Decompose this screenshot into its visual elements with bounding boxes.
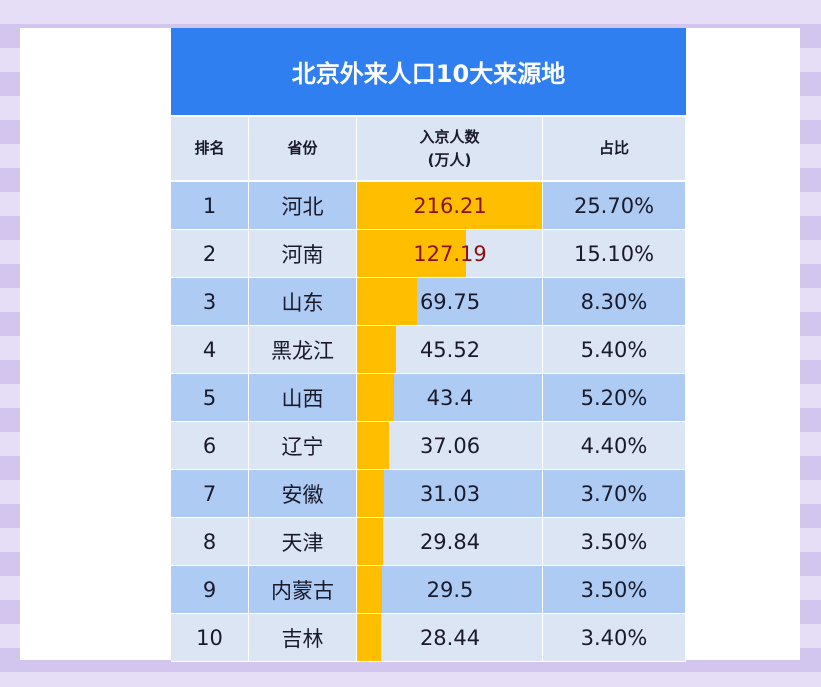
data-bar	[357, 614, 382, 661]
rank-cell: 3	[171, 278, 249, 326]
value-cell	[357, 518, 543, 566]
share-cell: 5.40%	[543, 326, 686, 374]
data-bar	[357, 278, 417, 325]
share-cell: 3.50%	[543, 566, 686, 614]
province-cell: 内蒙古	[249, 566, 357, 614]
value-label: 29.84	[419, 530, 481, 554]
province-cell: 河北	[249, 182, 357, 230]
province-cell: 河南	[249, 230, 357, 278]
share-cell: 5.20%	[543, 374, 686, 422]
share-cell: 4.40%	[543, 422, 686, 470]
data-bar	[357, 182, 542, 229]
value-label: 31.03	[419, 482, 481, 506]
share-cell: 8.30%	[543, 278, 686, 326]
data-bar	[357, 230, 466, 277]
rank-cell: 5	[171, 374, 249, 422]
data-bar	[357, 470, 384, 517]
share-cell: 15.10%	[543, 230, 686, 278]
table-title: 北京外来人口10大来源地	[171, 28, 686, 115]
share-cell: 3.70%	[543, 470, 686, 518]
rank-cell: 7	[171, 470, 249, 518]
rank-cell: 4	[171, 326, 249, 374]
value-cell	[357, 614, 543, 662]
column-header: 入京人数 (万人)	[357, 117, 543, 181]
rank-cell: 1	[171, 182, 249, 230]
value-cell	[357, 566, 543, 614]
rank-cell: 2	[171, 230, 249, 278]
value-cell	[357, 470, 543, 518]
value-label: 127.19	[413, 242, 487, 266]
data-bar	[357, 566, 383, 613]
value-label: 45.52	[419, 338, 481, 362]
province-cell: 山西	[249, 374, 357, 422]
table: 北京外来人口10大来源地 排名 省份 入京人数 (万人) 占比 1 河北 216.21 25.…	[171, 28, 686, 662]
data-bar	[357, 518, 383, 565]
province-cell: 安徽	[249, 470, 357, 518]
share-cell: 25.70%	[543, 182, 686, 230]
column-header: 省份	[249, 117, 357, 181]
province-cell: 黑龙江	[249, 326, 357, 374]
data-bar	[357, 374, 395, 421]
rank-cell: 10	[171, 614, 249, 662]
value-label: 43.4	[426, 386, 474, 410]
rank-cell: 9	[171, 566, 249, 614]
value-label: 29.5	[426, 578, 474, 602]
value-label: 69.75	[419, 290, 481, 314]
province-cell: 辽宁	[249, 422, 357, 470]
province-cell: 吉林	[249, 614, 357, 662]
share-cell: 3.40%	[543, 614, 686, 662]
data-bar	[357, 326, 396, 373]
province-cell: 天津	[249, 518, 357, 566]
value-label: 37.06	[419, 434, 481, 458]
rank-cell: 6	[171, 422, 249, 470]
value-label: 28.44	[419, 626, 481, 650]
column-header: 占比	[543, 117, 686, 181]
value-label: 216.21	[413, 194, 487, 218]
share-cell: 3.50%	[543, 518, 686, 566]
province-cell: 山东	[249, 278, 357, 326]
data-bar	[357, 422, 389, 469]
column-header: 排名	[171, 117, 249, 181]
rank-cell: 8	[171, 518, 249, 566]
